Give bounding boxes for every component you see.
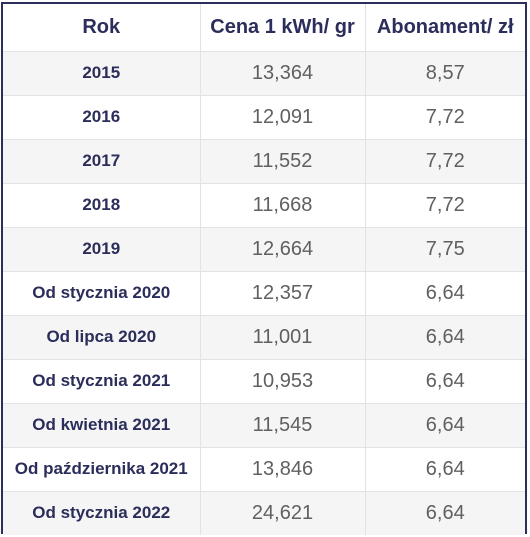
- row-period: Od stycznia 2022: [3, 491, 201, 535]
- table-row: Od kwietnia 2021 11,545 6,64: [3, 403, 525, 448]
- row-fee: 6,64: [425, 501, 465, 524]
- header-price-per-kwh: Cena 1 kWh/ gr: [200, 4, 366, 52]
- row-fee: 7,72: [365, 139, 525, 184]
- table-row: 2015 13,364 8,57: [3, 51, 525, 96]
- row-price: 12,091: [200, 95, 366, 140]
- table-row: Od lipca 2020 11,001 6,64: [3, 315, 525, 360]
- row-fee: 7,75: [365, 227, 525, 272]
- row-price: 11,001: [200, 315, 366, 360]
- row-period: 2015: [3, 51, 201, 96]
- row-period: Od października 2021: [3, 447, 201, 492]
- row-price: 11,552: [200, 139, 366, 184]
- row-period: 2019: [3, 227, 201, 272]
- table-row: Od stycznia 2021 10,953 6,64: [3, 359, 525, 404]
- table-row: 2018 11,668 7,72: [3, 183, 525, 228]
- table-row: Od stycznia 2022 24,621 6,64: [3, 491, 525, 535]
- table-row: 2016 12,091 7,72: [3, 95, 525, 140]
- row-price: 13,846: [200, 447, 366, 492]
- table-row: 2017 11,552 7,72: [3, 139, 525, 184]
- row-price: 13,364: [200, 51, 366, 96]
- header-year: Rok: [3, 4, 201, 52]
- row-period: 2016: [3, 95, 201, 140]
- row-price: 11,668: [200, 183, 366, 228]
- price-table: Rok Cena 1 kWh/ gr Abonament/ zł 2015 13…: [3, 4, 525, 535]
- row-price: 12,357: [200, 271, 366, 316]
- row-period: Od stycznia 2021: [3, 359, 201, 404]
- table-row: Od stycznia 2020 12,357 6,64: [3, 271, 525, 316]
- row-fee: 6,64: [365, 315, 525, 360]
- row-period: Od stycznia 2020: [3, 271, 201, 316]
- table-row: Od października 2021 13,846 6,64: [3, 447, 525, 492]
- table-row: 2019 12,664 7,75: [3, 227, 525, 272]
- table-header-row: Rok Cena 1 kWh/ gr Abonament/ zł: [3, 4, 525, 52]
- row-period: Od kwietnia 2021: [3, 403, 201, 448]
- row-fee: 6,64: [365, 271, 525, 316]
- row-fee: 6,64: [365, 403, 525, 448]
- row-period: 2017: [3, 139, 201, 184]
- row-fee: 7,72: [365, 95, 525, 140]
- row-period: Od lipca 2020: [3, 315, 201, 360]
- row-period: 2018: [3, 183, 201, 228]
- row-price: 12,664: [200, 227, 366, 272]
- row-fee: 6,64: [365, 359, 525, 404]
- row-price: 24,621: [200, 491, 366, 535]
- row-fee: 6,64: [365, 447, 525, 492]
- row-fee: 8,57: [365, 51, 525, 96]
- header-subscription-fee: Abonament/ zł: [365, 4, 525, 52]
- row-price: 11,545: [200, 403, 366, 448]
- row-price: 10,953: [200, 359, 366, 404]
- row-fee: 7,72: [365, 183, 525, 228]
